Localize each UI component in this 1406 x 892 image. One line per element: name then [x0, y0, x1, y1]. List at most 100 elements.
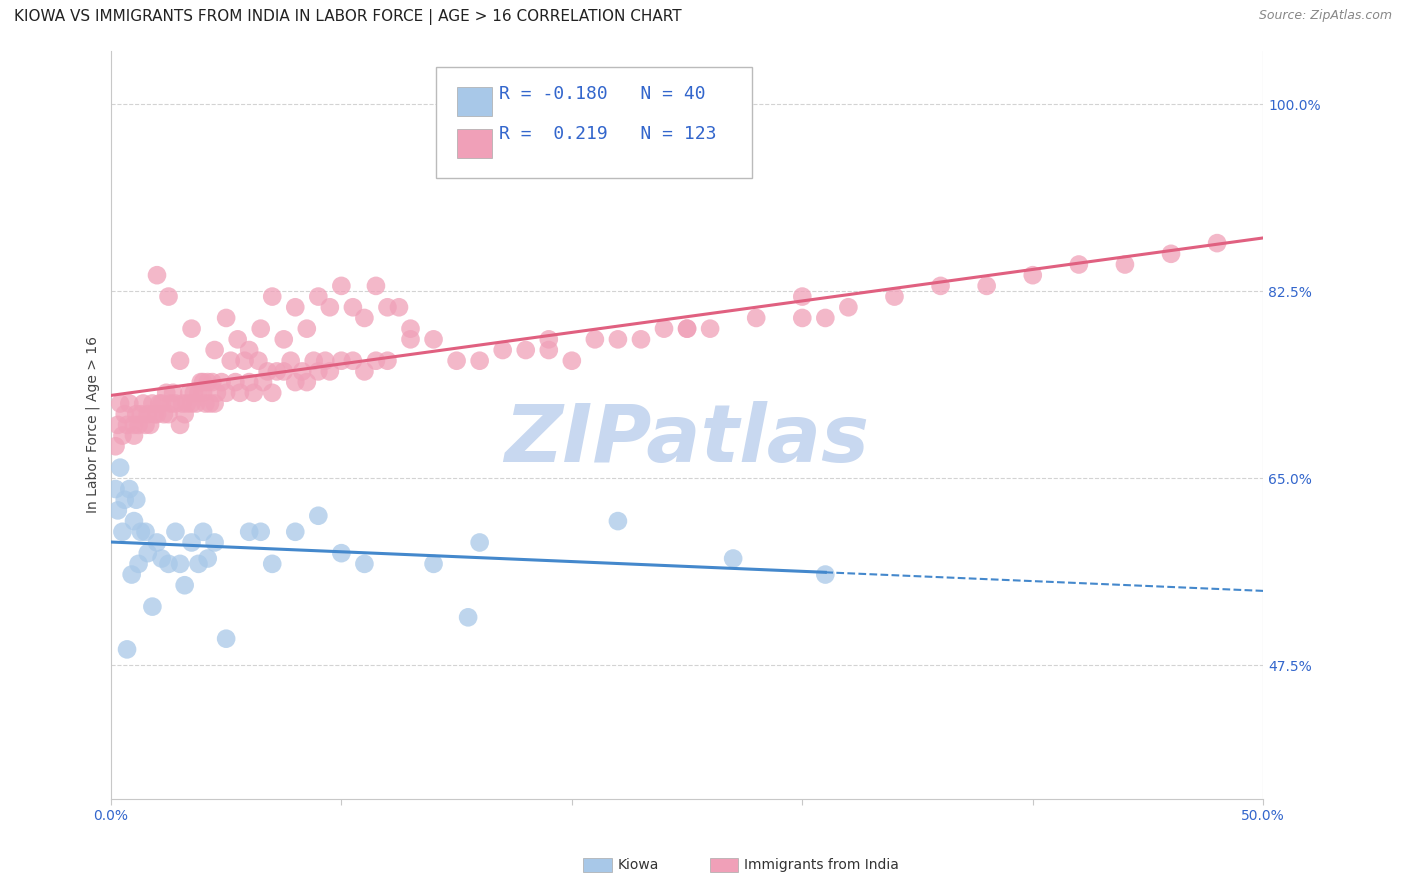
Point [284, 375, 307, 389]
Point [141, 396, 163, 410]
Point [699, 321, 721, 335]
Point [243, 385, 266, 400]
Point [226, 332, 249, 346]
Point [121, 567, 143, 582]
Point [792, 310, 814, 325]
Point [1160, 247, 1182, 261]
Point [280, 353, 302, 368]
Point [976, 279, 998, 293]
Point [1114, 258, 1136, 272]
Point [183, 385, 205, 400]
Point [537, 332, 560, 346]
Point [377, 300, 399, 314]
Point [191, 375, 214, 389]
Point [1022, 268, 1045, 283]
Point [173, 407, 195, 421]
Point [330, 353, 353, 368]
Text: Source: ZipAtlas.com: Source: ZipAtlas.com [1258, 9, 1392, 22]
Point [155, 385, 177, 400]
Point [342, 353, 364, 368]
Point [364, 353, 387, 368]
Point [314, 353, 336, 368]
Point [492, 343, 515, 357]
Point [118, 482, 141, 496]
Point [238, 375, 260, 389]
Point [814, 567, 837, 582]
Point [197, 375, 219, 389]
Point [104, 482, 127, 496]
Text: R = -0.180   N = 40: R = -0.180 N = 40 [499, 85, 706, 103]
Point [630, 332, 652, 346]
Point [537, 343, 560, 357]
Point [262, 289, 284, 303]
Point [143, 407, 166, 421]
Point [204, 396, 226, 410]
Point [215, 385, 238, 400]
Point [107, 503, 129, 517]
Point [457, 610, 479, 624]
Point [238, 524, 260, 539]
Y-axis label: In Labor Force | Age > 16: In Labor Force | Age > 16 [86, 336, 100, 514]
Point [180, 535, 202, 549]
Point [229, 385, 252, 400]
Point [148, 396, 170, 410]
Point [307, 364, 329, 378]
Point [446, 353, 468, 368]
Point [146, 535, 169, 549]
Point [295, 375, 318, 389]
Text: R =  0.219   N = 123: R = 0.219 N = 123 [499, 125, 717, 143]
Point [1206, 236, 1229, 251]
Point [295, 321, 318, 335]
Text: Kiowa: Kiowa [617, 858, 658, 872]
Point [468, 535, 491, 549]
Point [111, 428, 134, 442]
Point [319, 364, 342, 378]
Text: Immigrants from India: Immigrants from India [744, 858, 898, 872]
Point [422, 332, 444, 346]
Point [111, 524, 134, 539]
Point [165, 396, 187, 410]
Point [157, 407, 180, 421]
Point [262, 385, 284, 400]
Point [129, 524, 152, 539]
Point [191, 385, 214, 400]
Point [215, 310, 238, 325]
Point [186, 396, 208, 410]
Point [307, 508, 329, 523]
Point [157, 557, 180, 571]
Point [134, 417, 156, 432]
Point [201, 375, 224, 389]
Point [180, 396, 202, 410]
Point [252, 375, 274, 389]
Point [792, 289, 814, 303]
Point [238, 343, 260, 357]
Point [169, 417, 191, 432]
Point [561, 353, 583, 368]
Point [515, 343, 537, 357]
Point [468, 353, 491, 368]
Point [128, 417, 150, 432]
Point [122, 428, 145, 442]
Point [883, 289, 905, 303]
Point [118, 396, 141, 410]
Point [676, 321, 699, 335]
Point [721, 551, 744, 566]
Point [115, 417, 138, 432]
Point [141, 599, 163, 614]
Point [266, 364, 288, 378]
Text: KIOWA VS IMMIGRANTS FROM INDIA IN LABOR FORCE | AGE > 16 CORRELATION CHART: KIOWA VS IMMIGRANTS FROM INDIA IN LABOR … [14, 9, 682, 25]
Point [330, 279, 353, 293]
Point [676, 321, 699, 335]
Point [160, 396, 183, 410]
Point [162, 385, 184, 400]
Point [814, 310, 837, 325]
Point [129, 407, 152, 421]
Point [198, 396, 221, 410]
Point [606, 514, 628, 528]
Point [262, 557, 284, 571]
Point [364, 279, 387, 293]
Point [284, 524, 307, 539]
Point [104, 439, 127, 453]
Point [353, 557, 375, 571]
Point [652, 321, 675, 335]
